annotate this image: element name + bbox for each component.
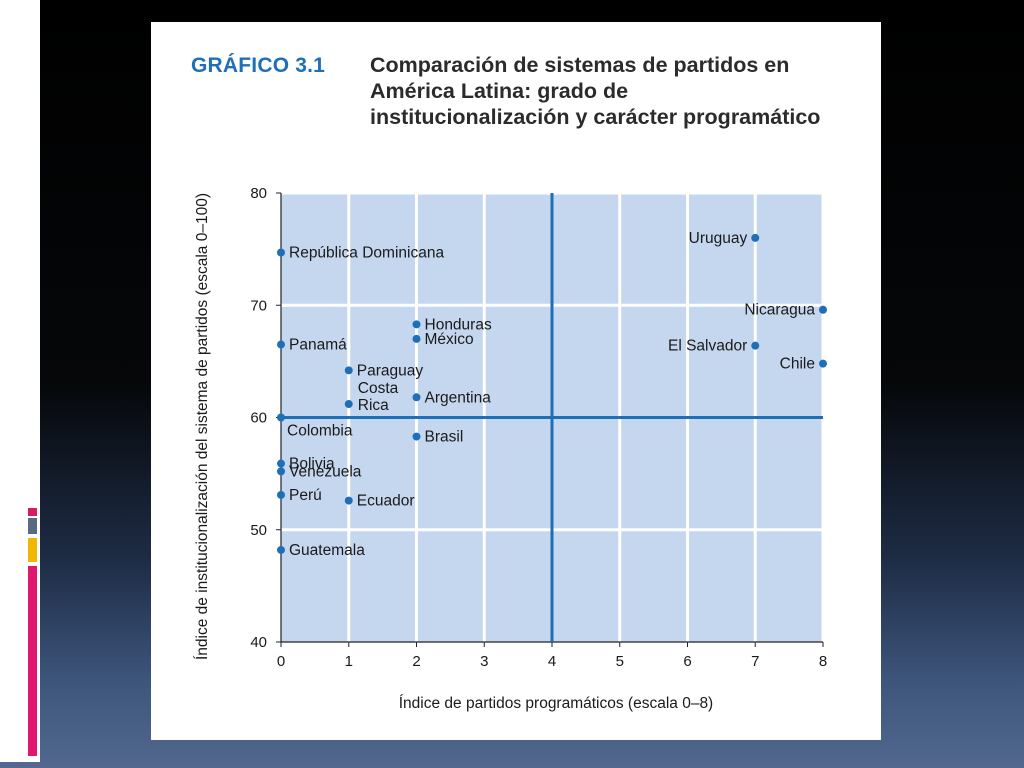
data-point (277, 248, 285, 257)
x-axis-label: Índice de partidos programáticos (escala… (399, 695, 713, 712)
data-point (344, 366, 353, 375)
scatter-chart: 0 1 2 3 4 5 6 7 8 40 50 60 70 80 República Dominicana… (194, 185, 827, 712)
point-label: Colombia (287, 423, 353, 440)
point-label: Nicaragua (744, 302, 815, 319)
data-point (412, 432, 421, 441)
tick-labels: 0 1 2 3 4 5 6 7 8 40 50 60 70 80 (250, 185, 827, 670)
data-point (344, 400, 353, 409)
y-tick-label: 50 (250, 522, 267, 539)
x-tick-label: 8 (819, 653, 827, 670)
y-tick-label: 80 (250, 185, 267, 202)
point-label: Brasil (425, 429, 464, 446)
point-label: Panamá (289, 337, 347, 354)
y-tick-label: 70 (250, 297, 267, 314)
figure-panel: GRÁFICO 3.1 Comparación de sistemas de p… (151, 22, 881, 740)
x-tick-label: 0 (277, 653, 285, 670)
data-point (751, 341, 760, 350)
point-label: Honduras (425, 316, 492, 333)
x-tick-label: 7 (751, 653, 759, 670)
point-label: El Salvador (668, 338, 747, 355)
x-tick-label: 6 (683, 653, 691, 670)
point-label: Paraguay (357, 362, 424, 379)
data-point (412, 320, 421, 329)
x-tick-label: 2 (412, 653, 420, 670)
point-label: Ecuador (357, 493, 415, 510)
deco-bar-magenta-small (28, 508, 37, 516)
data-point (277, 340, 285, 349)
data-point (412, 334, 421, 343)
data-point (277, 459, 285, 468)
figure-label: GRÁFICO 3.1 (191, 54, 326, 77)
data-point (277, 413, 285, 422)
deco-bar-yellow (28, 538, 37, 562)
y-tick-label: 60 (250, 410, 267, 427)
point-label: Argentina (425, 389, 492, 406)
x-tick-label: 5 (616, 653, 624, 670)
slide-decoration (0, 0, 150, 768)
data-point (277, 490, 285, 499)
point-label: Perú (289, 487, 322, 504)
deco-bar-slate (28, 518, 37, 534)
x-tick-label: 1 (345, 653, 353, 670)
point-label: Venezuela (289, 463, 362, 480)
y-tick-label: 40 (250, 634, 267, 651)
y-axis-label: Índice de institucionalización del siste… (194, 193, 211, 660)
point-label: Guatemala (289, 542, 365, 559)
point-label: México (425, 331, 474, 348)
data-point (277, 545, 285, 554)
point-label: Uruguay (689, 230, 748, 247)
data-point (277, 467, 285, 476)
data-point (819, 359, 827, 368)
point-label: Chile (780, 356, 815, 373)
deco-bar-magenta-long (28, 566, 37, 756)
data-point (819, 305, 827, 314)
point-label: Costa Rica (358, 380, 399, 414)
deco-bar-white-top (0, 0, 40, 22)
data-points: República Dominicana Panamá Colombia Bolivi… (277, 230, 827, 559)
figure-title: Comparación de sistemas de partidos en A… (370, 53, 821, 129)
reference-lines (281, 193, 823, 642)
data-point (412, 393, 421, 402)
point-label: Bolivia (289, 456, 335, 473)
x-tick-label: 4 (548, 653, 556, 670)
x-tick-label: 3 (480, 653, 488, 670)
data-point (751, 233, 760, 242)
point-label: República Dominicana (289, 244, 444, 261)
data-point (344, 496, 353, 505)
